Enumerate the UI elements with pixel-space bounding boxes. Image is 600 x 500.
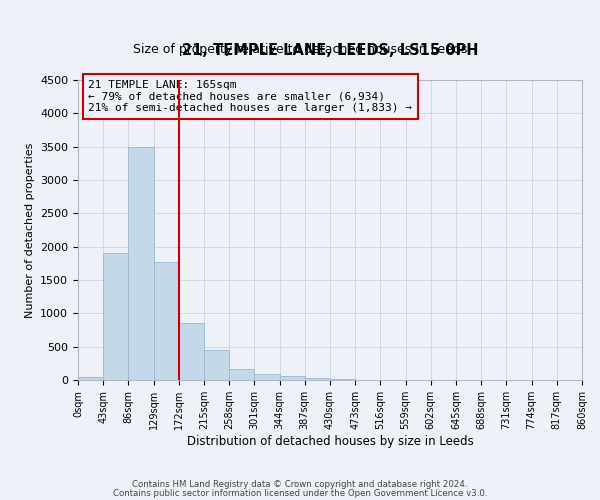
Bar: [154, 262, 179, 380]
Bar: [305, 378, 330, 380]
Y-axis label: Number of detached properties: Number of detached properties: [25, 142, 35, 318]
Bar: [179, 324, 204, 380]
Bar: [280, 376, 305, 380]
Bar: [128, 146, 154, 380]
Text: Size of property relative to detached houses in Leeds: Size of property relative to detached ho…: [133, 42, 467, 56]
Bar: [204, 350, 229, 380]
Bar: [78, 376, 103, 380]
Bar: [229, 370, 254, 380]
Title: 21, TEMPLE LANE, LEEDS, LS15 0PH: 21, TEMPLE LANE, LEEDS, LS15 0PH: [182, 43, 478, 58]
Bar: [254, 374, 280, 380]
Text: Contains public sector information licensed under the Open Government Licence v3: Contains public sector information licen…: [113, 488, 487, 498]
X-axis label: Distribution of detached houses by size in Leeds: Distribution of detached houses by size …: [187, 434, 473, 448]
Text: 21 TEMPLE LANE: 165sqm
← 79% of detached houses are smaller (6,934)
21% of semi-: 21 TEMPLE LANE: 165sqm ← 79% of detached…: [88, 80, 412, 113]
Text: Contains HM Land Registry data © Crown copyright and database right 2024.: Contains HM Land Registry data © Crown c…: [132, 480, 468, 489]
Bar: [103, 254, 128, 380]
